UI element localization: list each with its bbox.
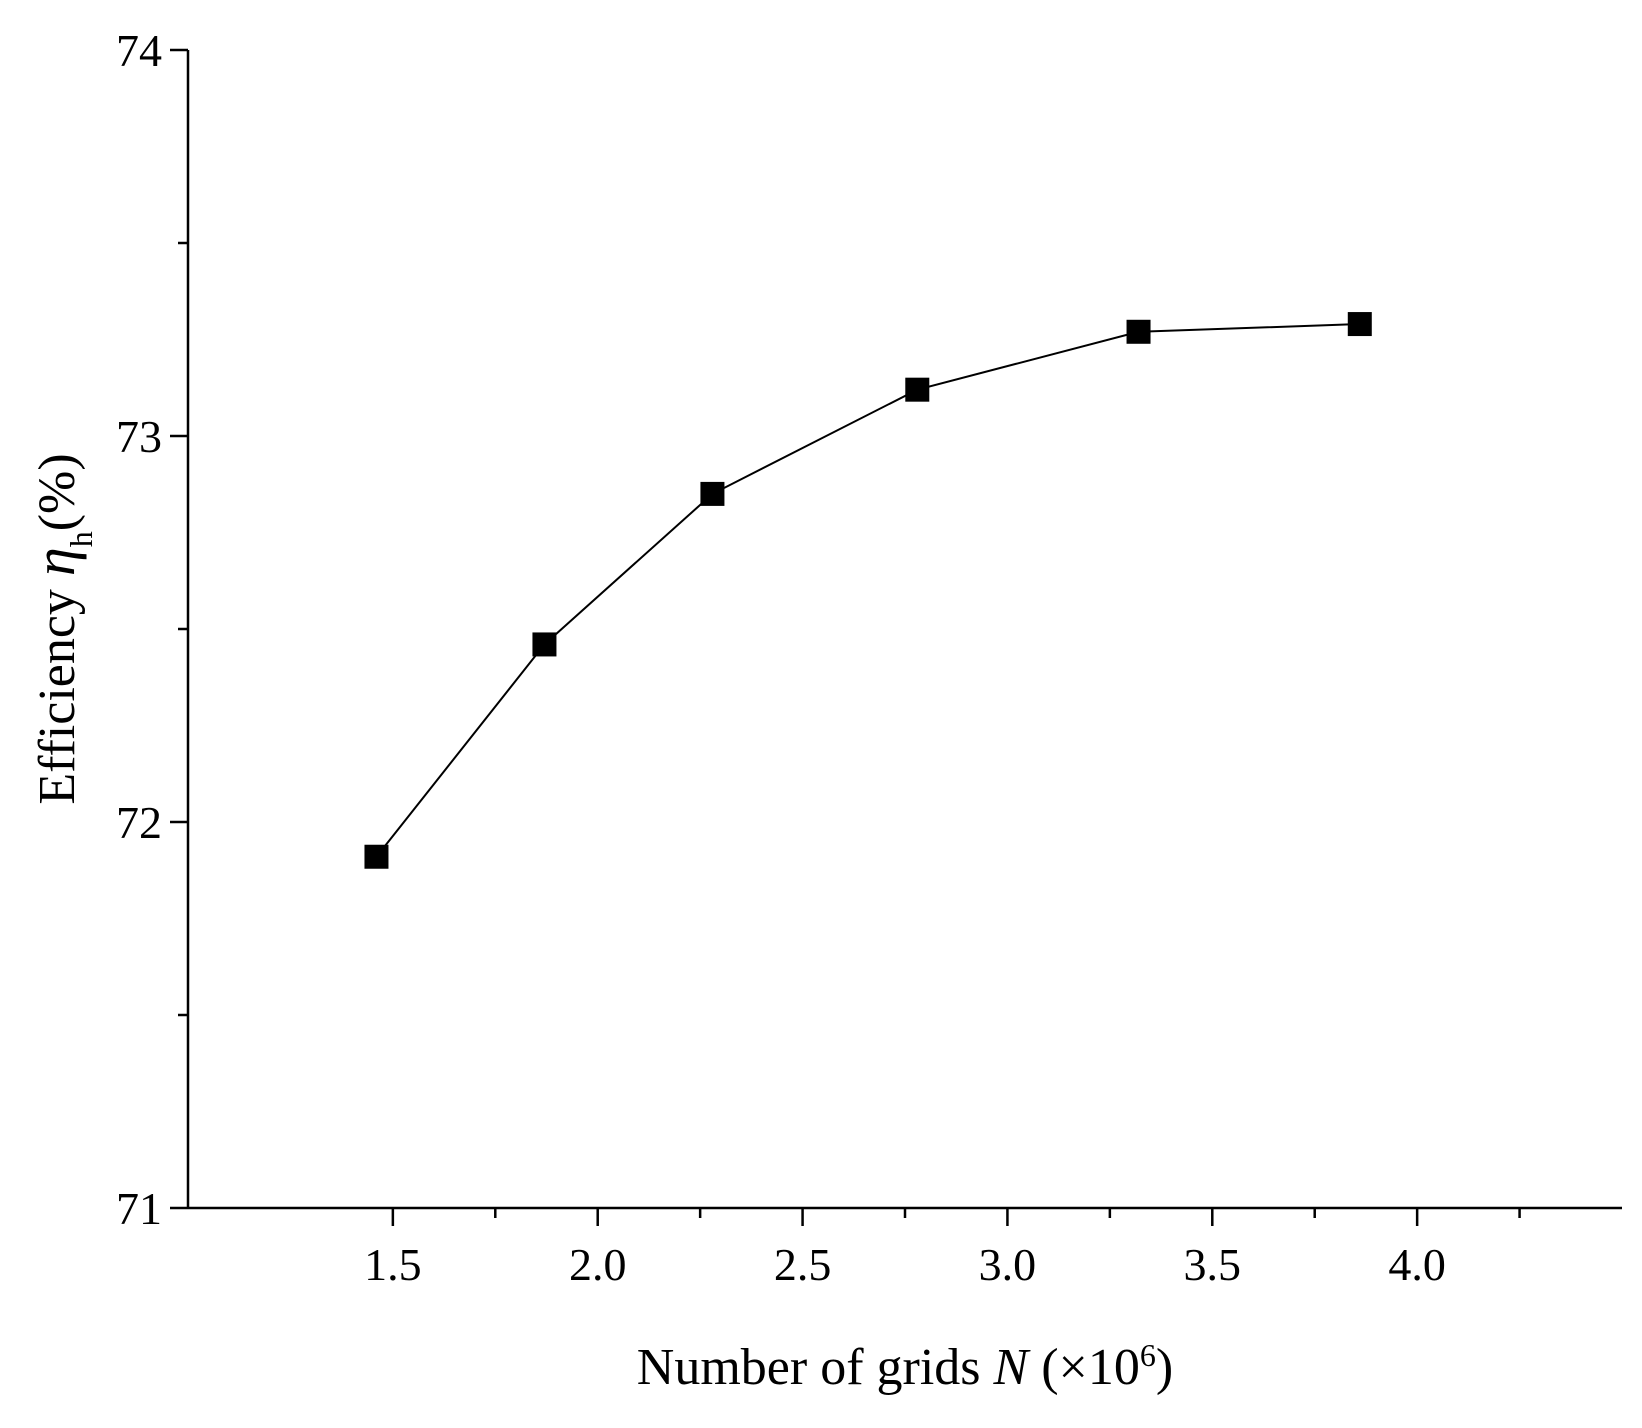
data-point (700, 481, 725, 506)
x-axis-title-suffix: ) (1156, 1339, 1173, 1396)
data-point (532, 632, 557, 657)
data-point (905, 377, 930, 402)
x-tick-label: 2.0 (569, 1239, 627, 1290)
x-tick-label: 1.5 (364, 1239, 422, 1290)
x-tick-label: 3.5 (1184, 1239, 1242, 1290)
y-axis-title-variable: η (22, 547, 87, 576)
x-axis-title-multiplier: (×10 (1028, 1339, 1140, 1396)
data-point (1347, 312, 1372, 337)
x-tick-label: 2.5 (774, 1239, 832, 1290)
data-point (1126, 319, 1151, 344)
x-axis-title-exponent: 6 (1140, 1337, 1156, 1373)
series-line (375, 323, 1360, 858)
y-axis-title-prefix: Efficiency (29, 576, 86, 805)
tick-labels: 1.5 2.0 2.5 3.0 3.5 4.0 71 72 73 74 (116, 25, 1446, 1290)
ticks (170, 48, 1521, 1226)
y-tick-label: 72 (116, 797, 162, 848)
x-axis-title-variable: N (993, 1339, 1032, 1396)
series (364, 312, 1372, 869)
y-tick-label: 71 (116, 1183, 162, 1234)
y-axis-title-subscript: h (63, 531, 99, 547)
y-axis-title-suffix: (%) (29, 453, 86, 531)
x-tick-label: 4.0 (1388, 1239, 1446, 1290)
x-axis-title-prefix: Number of grids (637, 1339, 994, 1396)
x-tick-label: 3.0 (979, 1239, 1037, 1290)
axes (186, 50, 1622, 1210)
x-axis-title: Number of grids N (×106) (637, 1337, 1173, 1396)
y-axis-title: Efficiency ηh(%) (22, 453, 99, 804)
y-tick-label: 73 (116, 411, 162, 462)
y-tick-label: 74 (116, 25, 162, 76)
data-point (364, 844, 389, 869)
